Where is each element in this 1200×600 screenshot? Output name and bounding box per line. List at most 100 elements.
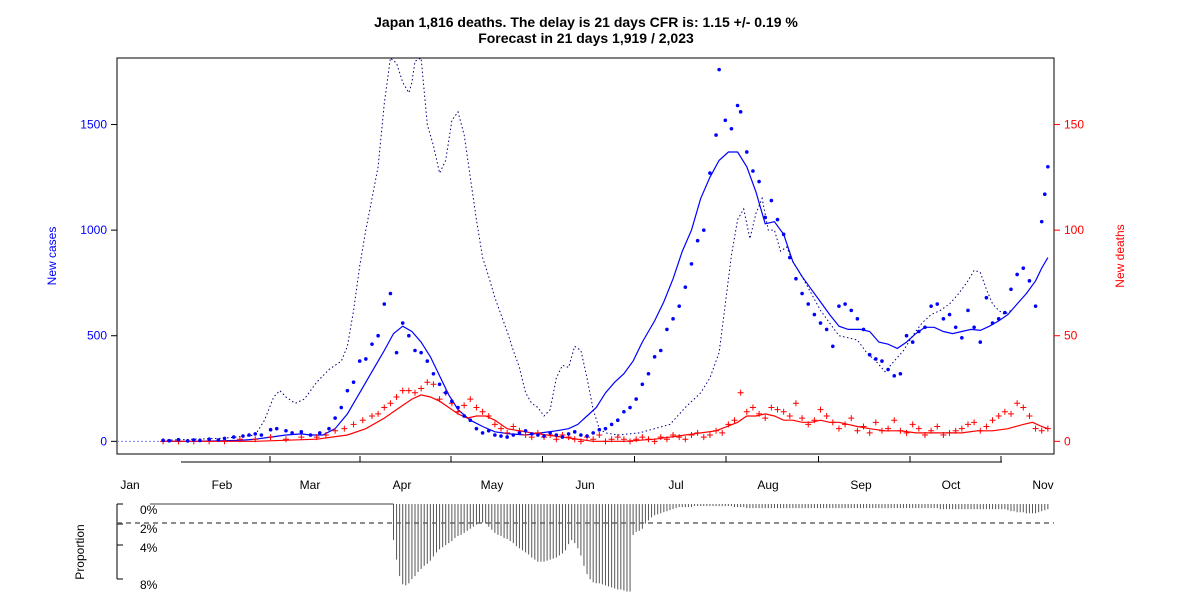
- proportion-axis-label: Proportion: [73, 524, 87, 579]
- cases-point: [585, 434, 589, 438]
- cases-point: [505, 435, 509, 439]
- deaths-point: [731, 417, 738, 424]
- x-tick-label: Aug: [757, 478, 778, 492]
- cases-point: [407, 333, 411, 338]
- cases-point: [806, 302, 811, 306]
- y-tick-label-left: 1500: [80, 118, 107, 132]
- deaths-point: [473, 404, 480, 411]
- deaths-point: [768, 404, 775, 411]
- cases-point: [560, 435, 565, 439]
- series-lines: [163, 57, 1049, 442]
- deaths-point: [756, 410, 763, 417]
- cases-point: [775, 217, 780, 222]
- deaths-point: [510, 423, 517, 430]
- cases-point: [837, 304, 841, 308]
- cases-point: [437, 382, 442, 387]
- deaths-point: [713, 427, 720, 434]
- deaths-point: [267, 434, 274, 441]
- cases-point: [892, 374, 897, 378]
- y-tick-label-left: 1000: [80, 223, 107, 237]
- deaths-point: [639, 434, 646, 441]
- cases-point: [431, 371, 436, 376]
- cases-point: [456, 405, 460, 410]
- cases-point: [824, 327, 829, 332]
- cases-point: [474, 426, 479, 431]
- proportion-bars: [392, 504, 1049, 592]
- cases-point: [874, 357, 878, 361]
- cases-point: [800, 291, 804, 296]
- y-axis-label-left: New cases: [45, 227, 59, 286]
- cases-point: [708, 171, 712, 175]
- cases-point: [579, 433, 583, 437]
- cases-point: [953, 325, 958, 330]
- cases-point: [511, 433, 516, 437]
- cases-point: [818, 321, 823, 325]
- deaths-point: [749, 404, 756, 411]
- deaths-point: [479, 408, 486, 415]
- y-tick-label-right: 0: [1064, 434, 1071, 448]
- cases-point: [480, 431, 485, 435]
- deaths-point: [952, 427, 959, 434]
- cases-point: [904, 333, 909, 338]
- series-line-cases-delayed-estimate: [163, 57, 1012, 441]
- deaths-point: [645, 436, 652, 443]
- deaths-point: [737, 389, 744, 396]
- deaths-point: [1001, 408, 1008, 415]
- cases-point: [529, 432, 534, 436]
- deaths-point: [958, 425, 965, 432]
- y-ticks-left: 0 500 1000 1500: [80, 118, 117, 448]
- cases-point: [357, 359, 362, 363]
- cases-point: [167, 438, 172, 443]
- deaths-point: [934, 423, 941, 430]
- cases-point: [542, 434, 546, 438]
- cases-point: [1015, 272, 1019, 277]
- deaths-point: [940, 431, 947, 438]
- cases-point: [729, 126, 734, 131]
- cases-point: [566, 432, 571, 436]
- deaths-point: [792, 400, 799, 407]
- deaths-point: [663, 436, 670, 443]
- cases-point: [317, 431, 322, 435]
- deaths-point: [1020, 404, 1027, 411]
- deaths-point: [915, 425, 922, 432]
- deaths-point: [885, 425, 892, 432]
- cases-point: [450, 399, 454, 404]
- cases-point: [972, 325, 976, 330]
- x-tick-label: Sep: [850, 478, 872, 492]
- cases-point: [413, 348, 417, 353]
- deaths-point: [1014, 400, 1021, 407]
- main-plot-frame: [116, 57, 1055, 455]
- deaths-point: [359, 417, 366, 424]
- cases-point: [241, 434, 245, 438]
- cases-point: [978, 340, 983, 344]
- cases-point: [861, 327, 866, 332]
- cases-point: [339, 405, 344, 410]
- cases-point: [554, 433, 559, 437]
- x-tick-label: Nov: [1032, 478, 1053, 492]
- deaths-point: [872, 419, 879, 426]
- cases-point: [640, 382, 645, 387]
- cases-point: [400, 321, 405, 325]
- deaths-point: [322, 431, 329, 438]
- cases-point: [161, 438, 165, 443]
- y-tick-label-right: 50: [1064, 329, 1078, 343]
- x-tick-label: Feb: [212, 478, 233, 492]
- deaths-point: [571, 436, 578, 443]
- cases-point: [388, 291, 393, 296]
- chart-subtitle: Forecast in 21 days 1,919 / 2,023: [478, 30, 694, 46]
- cases-point: [207, 437, 211, 442]
- cases-point: [253, 432, 258, 436]
- cases-point: [935, 302, 940, 306]
- cases-point: [917, 329, 921, 334]
- cases-point: [689, 262, 694, 266]
- cases-point: [192, 438, 196, 442]
- deaths-point: [498, 425, 505, 432]
- deaths-point: [436, 396, 443, 403]
- deaths-point: [774, 406, 781, 413]
- cases-point: [701, 228, 706, 232]
- cases-point: [591, 431, 595, 435]
- y-ticks-right: 0 50 100 150: [1054, 118, 1084, 448]
- cases-point: [1039, 219, 1044, 224]
- deaths-point: [971, 419, 978, 426]
- cases-point: [222, 436, 227, 441]
